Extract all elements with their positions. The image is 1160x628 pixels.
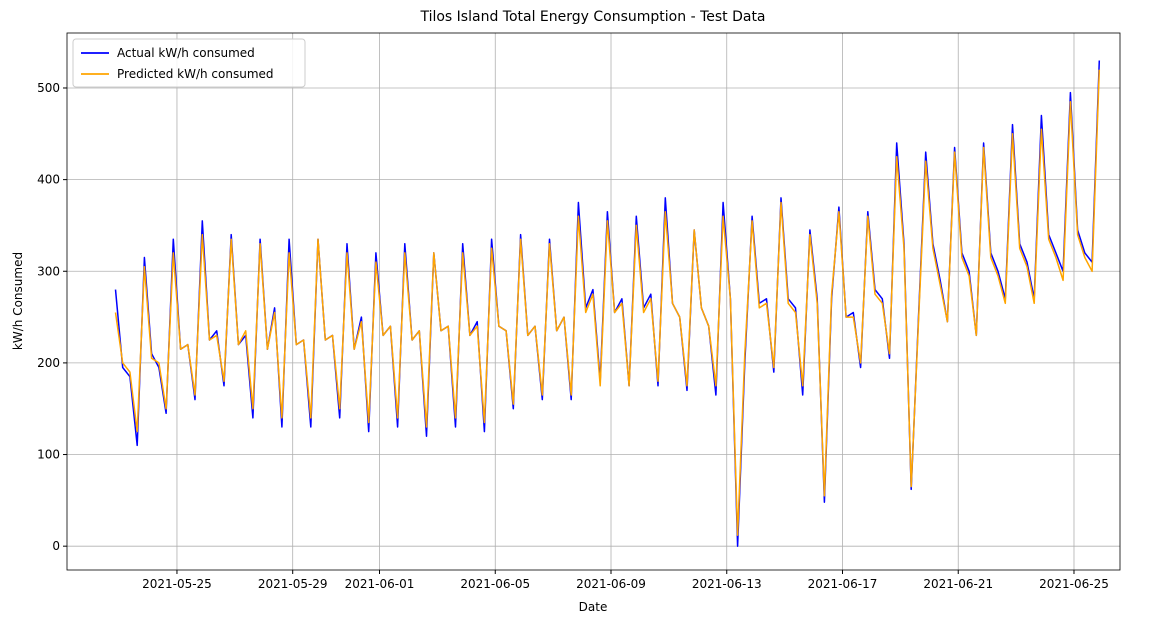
x-axis-label: Date bbox=[579, 600, 608, 614]
x-tick-label: 2021-06-09 bbox=[576, 577, 646, 591]
legend-box bbox=[72, 38, 306, 88]
chart-title: Tilos Island Total Energy Consumption - … bbox=[419, 9, 765, 25]
y-tick-label: 400 bbox=[37, 173, 60, 187]
x-tick-label: 2021-06-25 bbox=[1039, 577, 1109, 591]
x-tick-label: 2021-05-29 bbox=[258, 577, 328, 591]
legend-label: Actual kW/h consumed bbox=[117, 46, 255, 60]
x-tick-label: 2021-06-13 bbox=[692, 577, 762, 591]
y-axis-label: kW/h Consumed bbox=[11, 252, 25, 350]
series-line bbox=[114, 69, 1101, 536]
legend: Actual kW/h consumed Predicted kW/h consu… bbox=[72, 38, 306, 88]
y-tick-label: 100 bbox=[37, 448, 60, 462]
y-tick-label: 200 bbox=[37, 356, 60, 370]
x-tick-label: 2021-06-17 bbox=[808, 577, 878, 591]
x-tick-label: 2021-06-05 bbox=[460, 577, 530, 591]
x-tick-label: 2021-06-01 bbox=[345, 577, 415, 591]
plot-frame bbox=[66, 32, 1121, 571]
y-tick-label: 300 bbox=[37, 264, 60, 278]
y-tick-label: 500 bbox=[37, 81, 60, 95]
x-tick-label: 2021-06-21 bbox=[923, 577, 993, 591]
y-tick-label: 0 bbox=[52, 539, 60, 553]
x-tick-label: 2021-05-25 bbox=[142, 577, 212, 591]
legend-label: Predicted kW/h consumed bbox=[117, 67, 274, 81]
